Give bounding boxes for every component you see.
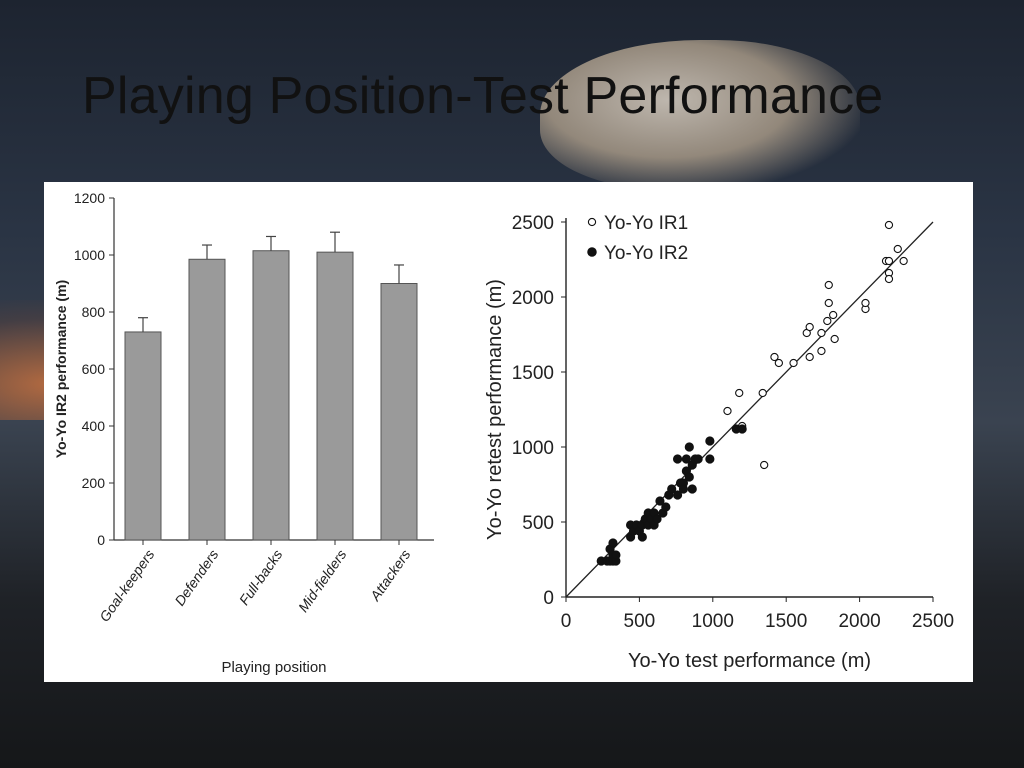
scatter-y-axis-label: Yo-Yo retest performance (m) [484,279,506,540]
bar-y-tick-label: 1200 [74,190,105,206]
bar-goal-keepers [124,331,162,541]
ir2-point [672,454,683,464]
ir1-point [805,352,814,362]
ir1-point [861,298,870,308]
ir2-point [661,502,671,512]
ir1-point [817,328,826,338]
ir2-point [705,454,715,464]
ir1-point [774,358,784,368]
ir1-point [824,280,833,290]
ir1-point [829,310,838,320]
ir2-point [608,538,618,548]
scatter-x-tick-label: 1500 [765,611,807,632]
ir2-point [687,484,697,494]
scatter-x-tick-label: 2500 [912,611,954,632]
bar-y-axis-label: Yo-Yo IR2 performance (m) [53,280,69,458]
legend-marker-ir2 [587,247,597,257]
scatter-identity-line [565,221,934,598]
ir2-point [684,442,694,452]
ir1-point [735,388,744,398]
ir1-point [884,256,894,266]
scatter-y-tick-label: 1500 [512,363,554,384]
ir1-point [770,352,779,362]
background-shoe-image [540,40,860,190]
ir2-point [684,472,694,482]
scatter-y-tick-label: 500 [522,513,554,534]
bar-category-label: Full-backs [236,547,286,608]
legend-marker-ir1 [587,217,597,227]
ir1-point [760,460,769,470]
ir1-point [884,220,894,230]
scatter-x-tick-label: 2000 [838,611,880,632]
figure-svg: 0 200 400 600 800 1000 1200 Goal-keepers Defende… [53,190,954,676]
bar-chart: 0 200 400 600 800 1000 1200 Goal-keepers Defende… [53,190,434,676]
bar-y-tick-label: 0 [97,532,105,548]
ir1-point [823,316,832,326]
ir1-point [723,406,732,416]
ir1-point [899,256,908,266]
ir2-point [652,514,662,524]
ir2-point [672,490,683,500]
bar-defenders [188,258,226,541]
ir2-point [681,454,691,464]
scatter-x-tick-label: 0 [561,611,572,632]
bar-category-label: Goal-keepers [96,547,157,625]
ir1-point [824,298,833,308]
ir1-point [758,388,767,398]
ir1-point [893,244,902,254]
figure-panel: 0 200 400 600 800 1000 1200 Goal-keepers Defende… [44,182,973,682]
scatter-y-tick-label: 2500 [512,213,554,234]
scatter-y-tick-label: 0 [543,588,554,609]
ir2-point [637,532,647,542]
ir1-point [830,334,839,344]
ir2-point [705,436,715,446]
scatter-y-tick-label: 1000 [512,438,554,459]
ir2-point [737,424,747,434]
slide-title: Playing Position-Test Performance [82,67,884,125]
ir2-point [667,484,677,494]
bar-y-tick-label: 600 [82,361,106,377]
ir1-point [789,358,798,368]
bar-mid-fielders [316,251,354,541]
bar-y-tick-label: 800 [82,304,106,320]
bar-y-tick-label: 200 [82,475,106,491]
ir1-point [805,322,814,332]
scatter-x-axis-label: Yo-Yo test performance (m) [628,650,871,672]
scatter-x-tick-label: 1000 [692,611,734,632]
legend-label-ir1: Yo-Yo IR1 [604,213,688,234]
ir1-point [884,274,894,284]
bar-attackers [380,283,418,541]
bar-category-label: Mid-fielders [295,547,350,615]
ir1-point [817,346,826,356]
legend-label-ir2: Yo-Yo IR2 [604,243,688,264]
scatter-y-tick-label: 2000 [512,288,554,309]
ir2-point [611,550,621,560]
bar-y-tick-label: 1000 [74,247,105,263]
bar-category-label: Attackers [366,547,413,605]
ir2-point [655,496,665,506]
ir2-point [678,484,689,494]
bar-x-axis-label: Playing position [221,659,326,676]
bar-full-backs [252,250,290,541]
bar-y-tick-label: 400 [82,418,106,434]
bar-category-label: Defenders [171,547,221,609]
ir2-point [693,454,703,464]
scatter-x-tick-label: 500 [624,611,656,632]
scatter-chart: 0 500 1000 1500 2000 2500 0 500 1000 1500 2000 2500… [484,213,954,672]
